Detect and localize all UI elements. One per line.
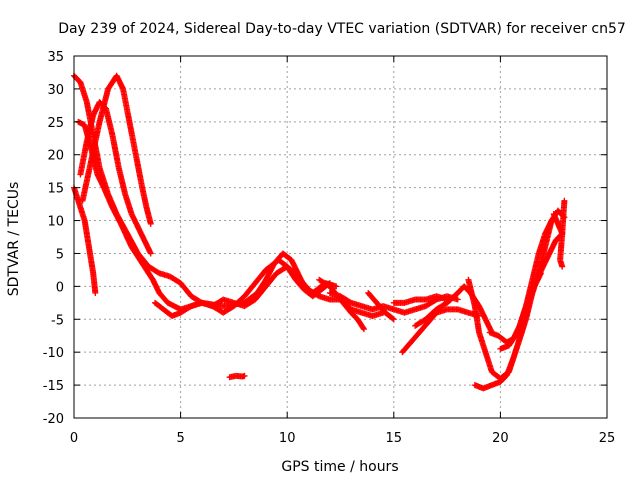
y-tick-label: 20 (47, 149, 64, 164)
y-tick-label: 0 (56, 280, 64, 295)
x-tick-label: 20 (492, 431, 509, 446)
data-point (390, 316, 397, 323)
series-track-5 (79, 72, 154, 227)
data-point (241, 372, 248, 379)
series-track-11 (399, 306, 483, 356)
y-tick-label: -15 (43, 379, 64, 394)
y-tick-label: -5 (51, 313, 64, 328)
data-point (559, 263, 566, 270)
x-tick-label: 10 (279, 431, 296, 446)
series-track-6 (152, 263, 387, 319)
y-tick-label: 15 (47, 182, 64, 197)
x-tick-label: 25 (599, 431, 616, 446)
series-track-9 (365, 289, 397, 323)
y-tick-label: 35 (47, 50, 64, 65)
x-tick-label: 5 (176, 431, 184, 446)
y-tick-label: 5 (56, 247, 64, 262)
series-track-3 (71, 184, 99, 296)
series-track-10 (390, 293, 451, 306)
x-axis-label: GPS time / hours (281, 459, 398, 475)
series-track-1 (71, 72, 340, 310)
x-tick-label: 0 (70, 431, 78, 446)
grid-layer (74, 56, 607, 418)
y-tick-label: 25 (47, 116, 64, 131)
data-point (147, 220, 154, 227)
data-point (360, 325, 367, 332)
series-track-17 (550, 197, 568, 237)
data-point (389, 315, 396, 322)
y-tick-label: 10 (47, 215, 64, 230)
data-point (360, 326, 367, 333)
y-tick-label: -20 (43, 412, 64, 427)
series-track-18 (226, 372, 248, 381)
ticks-layer: 0 5 10 15 20 25 -20 -15 -10 -5 0 5 10 15 20 25 30 35 (43, 50, 616, 446)
series-track-16 (497, 230, 566, 352)
data-point (147, 250, 154, 257)
data-point (333, 283, 340, 290)
plot-frame (73, 55, 608, 419)
series-track-14 (471, 207, 568, 392)
chart-title: Day 239 of 2024, Sidereal Day-to-day VTE… (58, 21, 626, 37)
y-tick-label: -10 (43, 346, 64, 361)
y-axis-label: SDTVAR / TECUs (6, 182, 22, 297)
data-point (92, 289, 99, 296)
x-tick-label: 15 (386, 431, 403, 446)
data-point (561, 197, 568, 204)
points-layer (71, 72, 568, 392)
y-tick-label: 30 (47, 83, 64, 98)
data-point (454, 296, 461, 303)
